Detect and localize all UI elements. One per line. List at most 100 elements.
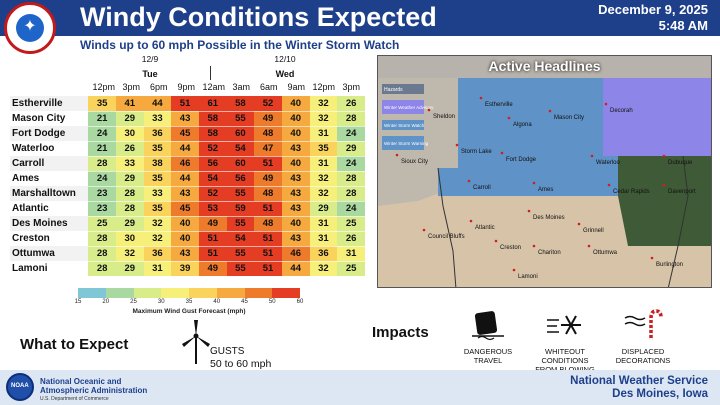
gust-value: 51 — [254, 201, 282, 217]
city-dot — [590, 154, 594, 158]
gust-value: 23 — [88, 186, 116, 202]
hour-label: 12pm — [312, 82, 335, 92]
gusts-text: GUSTS 50 to 60 mph — [210, 346, 271, 370]
gust-value: 53 — [198, 201, 227, 217]
noaa-department: U.S. Department of Commerce — [40, 396, 109, 402]
map-city-label: Estherville — [485, 102, 513, 108]
gust-value: 32 — [309, 96, 338, 112]
gust-value: 44 — [143, 96, 172, 112]
page-subtitle: Winds up to 60 mph Possible in the Winte… — [80, 38, 400, 52]
city-name: Creston — [12, 233, 50, 244]
gust-value: 26 — [337, 231, 365, 247]
gust-value: 46 — [281, 246, 310, 262]
map-city-label: Carroll — [473, 185, 491, 191]
gust-value: 28 — [88, 156, 116, 172]
gust-value: 54 — [226, 231, 255, 247]
gust-value: 29 — [309, 201, 338, 217]
noaa-logo-text: NOAA — [11, 383, 29, 389]
legend-swatch — [78, 288, 106, 298]
map-city-label: Cedar Rapids — [613, 189, 650, 195]
gust-value: 40 — [281, 156, 310, 172]
legend-tick: 35 — [185, 299, 193, 305]
map-city-label: Davenport — [668, 189, 696, 195]
gust-value: 24 — [337, 201, 365, 217]
gust-value: 56 — [226, 171, 255, 187]
legend-swatch — [216, 288, 245, 298]
noaa-line-1: National Oceanic and — [40, 377, 122, 386]
gust-value: 33 — [143, 186, 172, 202]
gust-value: 32 — [115, 246, 144, 262]
map-city-label: Fort Dodge — [506, 157, 537, 163]
map-city-label: Decorah — [610, 108, 633, 114]
gust-value: 43 — [171, 186, 199, 202]
gust-value: 25 — [337, 216, 365, 232]
gust-value: 58 — [226, 96, 255, 112]
city-name: Ottumwa — [10, 246, 89, 261]
city-dot — [395, 153, 399, 157]
gust-value: 29 — [115, 171, 144, 187]
gust-value: 45 — [171, 201, 199, 217]
city-dot — [455, 143, 459, 147]
gust-value: 30 — [115, 231, 144, 247]
legend-swatch — [133, 288, 162, 298]
map-city-label: Ames — [538, 187, 553, 193]
gust-forecast-grid: 12/9 12/10 Tue Wed 12pm 3pm 6pm 9pm 12am 3am 6… — [10, 54, 365, 277]
gust-value: 39 — [171, 261, 199, 277]
map-city-label: Des Moines — [533, 215, 565, 221]
gust-value: 48 — [254, 126, 282, 142]
city-dot — [527, 209, 531, 213]
gust-value: 31 — [309, 216, 338, 232]
gust-value: 40 — [281, 126, 310, 142]
hour-label: 3pm — [342, 82, 360, 92]
legend-swatch — [272, 288, 300, 298]
city-dot — [548, 109, 552, 113]
city-dot — [650, 256, 654, 260]
nws-office: National Weather Service Des Moines, Iow… — [570, 375, 708, 401]
legend-swatch — [105, 288, 134, 298]
gust-value: 24 — [88, 171, 116, 187]
gust-value: 51 — [254, 246, 282, 262]
day2-date: 12/10 — [274, 54, 296, 64]
gust-value: 32 — [309, 171, 338, 187]
gust-value: 46 — [171, 156, 199, 172]
gust-value: 51 — [198, 246, 227, 262]
forecast-row: Marshalltown 23 28 33 43 52 55 48 43 32 28 — [10, 186, 365, 202]
forecast-row: Des Moines 25 29 32 40 49 55 48 40 31 25 — [10, 216, 365, 232]
gust-value: 48 — [254, 216, 282, 232]
gust-value: 25 — [88, 216, 116, 232]
hour-label: 9am — [287, 82, 305, 92]
gust-value: 44 — [171, 171, 199, 187]
gust-value: 36 — [309, 246, 338, 262]
snowflake-wind-icon — [547, 315, 581, 335]
gust-value: 21 — [88, 111, 116, 127]
impact-displaced-decorations: DISPLACED DECORATIONS — [603, 308, 683, 365]
gust-value: 38 — [143, 156, 172, 172]
gust-value: 24 — [337, 126, 365, 142]
map-city-label: Dubuque — [668, 160, 693, 166]
day2-name: Wed — [275, 69, 295, 79]
city-name: Fort Dodge — [10, 126, 89, 141]
gust-value: 44 — [281, 261, 310, 277]
issue-time: 5:48 AM — [658, 18, 708, 33]
gust-value: 29 — [115, 216, 144, 232]
gust-value: 49 — [254, 171, 282, 187]
gust-value: 32 — [143, 231, 172, 247]
map-city-label: Creston — [500, 245, 521, 251]
gust-value: 40 — [281, 111, 310, 127]
gust-color-legend — [78, 288, 300, 298]
gust-value: 55 — [226, 216, 255, 232]
legend-tick: 60 — [296, 299, 304, 305]
hour-label: 3pm — [122, 82, 140, 92]
gust-value: 26 — [337, 96, 365, 112]
iowa-map: Hazards Winter Weather Advisory Winter S… — [378, 56, 711, 287]
gust-value: 51 — [254, 156, 282, 172]
map-city-label: Algona — [513, 122, 532, 128]
gust-value: 52 — [254, 96, 282, 112]
forecast-row: Ames 24 29 35 44 54 56 49 43 32 28 — [10, 171, 365, 187]
gust-value: 56 — [198, 156, 227, 172]
hour-header: 12pm 3pm 6pm 9pm 12am 3am 6am 9am 12pm 3pm — [90, 82, 365, 96]
city-name: Mason City — [12, 113, 66, 124]
gust-value: 31 — [309, 126, 338, 142]
gust-value: 28 — [337, 186, 365, 202]
nws-line-2: Des Moines, Iowa — [612, 388, 708, 400]
